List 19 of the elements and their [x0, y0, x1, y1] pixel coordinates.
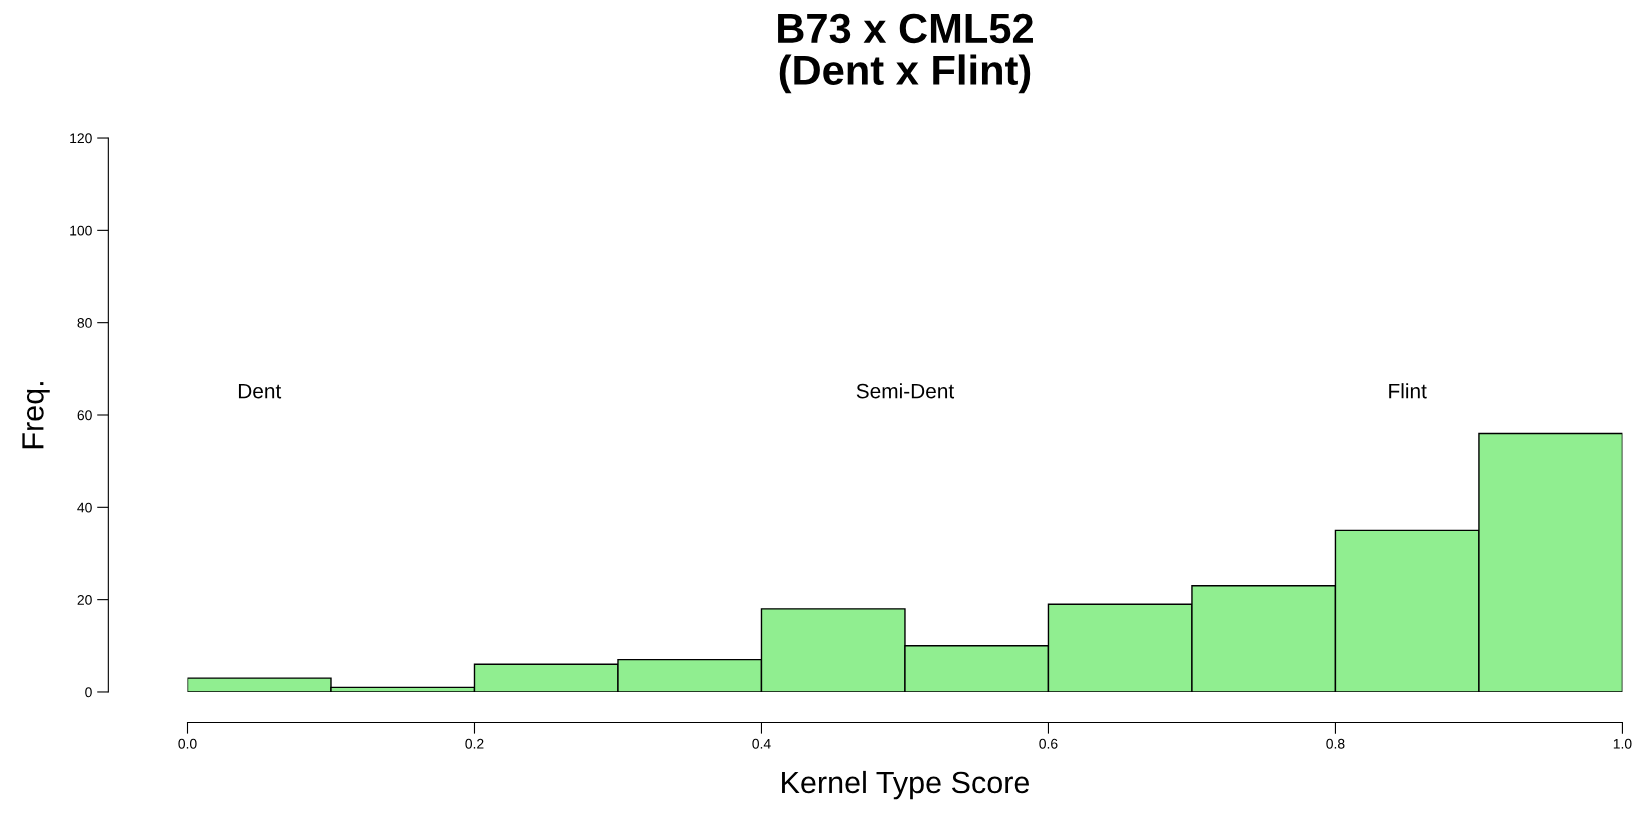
- annotation: Semi-Dent: [856, 383, 955, 399]
- y-tick-label: 100: [70, 225, 92, 236]
- y-tick-label: 0: [85, 687, 92, 698]
- x-axis-title: Kernel Type Score: [782, 770, 1030, 800]
- x-tick-label: 0.8: [1326, 738, 1345, 749]
- y-axis-title: Freq.: [22, 382, 50, 449]
- y-tick-label: 20: [77, 594, 92, 605]
- chart-title: B73 x CML52 (Dent x Flint): [778, 13, 1033, 94]
- x-tick-label: 0.4: [752, 738, 771, 749]
- y-tick-label: 120: [70, 133, 92, 144]
- y-tick-label: 60: [77, 410, 92, 421]
- x-tick-label: 0.0: [178, 738, 197, 749]
- annotation: Flint: [1389, 383, 1427, 399]
- x-tick-label: 1.0: [1613, 738, 1632, 749]
- x-tick-label: 0.2: [465, 738, 484, 749]
- annotation: Dent: [238, 383, 282, 399]
- x-tick-label: 0.6: [1039, 738, 1058, 749]
- y-tick-label: 40: [77, 502, 92, 513]
- y-tick-label: 80: [77, 318, 92, 328]
